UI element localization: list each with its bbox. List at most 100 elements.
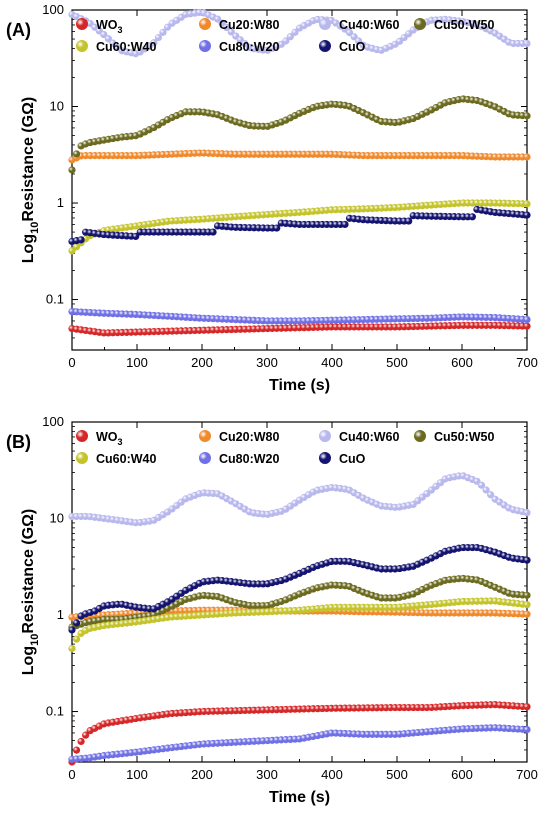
y-tick-label: 0.1	[46, 704, 64, 719]
y-tick-label: 10	[50, 99, 64, 114]
series-cu80-w20	[68, 307, 531, 325]
x-tick-label: 300	[256, 355, 278, 370]
data-point	[72, 635, 81, 643]
legend-label: Cu40:W60	[339, 18, 399, 32]
series-cu80-w20	[68, 724, 531, 763]
x-tick-label: 200	[191, 767, 213, 782]
series-wo3	[68, 321, 531, 337]
data-point	[523, 112, 531, 120]
legend-marker	[199, 452, 211, 464]
y-tick-label: 1	[57, 607, 64, 622]
x-tick-label: 700	[516, 767, 538, 782]
data-point	[523, 200, 531, 208]
data-point	[468, 213, 476, 221]
y-tick-label: 10	[50, 511, 64, 526]
y-tick-label: 0.1	[46, 292, 64, 307]
x-axis-title: Time (s)	[269, 789, 330, 806]
data-point	[77, 737, 85, 746]
legend-marker	[319, 40, 331, 52]
data-point	[523, 725, 531, 734]
data-point	[109, 39, 117, 47]
x-tick-label: 500	[386, 355, 408, 370]
data-point	[218, 19, 226, 27]
data-point	[523, 601, 531, 609]
chart-panel-a: 0 100 200 300 400 500 600 700 0.1 1 10 100 Time (s) L…	[6, 2, 538, 394]
x-tick-label: 200	[191, 355, 213, 370]
chart-a-svg: 0 100 200 300 400 500 600 700 0.1 1 10 100 Time (s) L…	[6, 2, 538, 394]
data-point	[227, 28, 235, 36]
data-point	[77, 236, 85, 244]
data-point	[482, 486, 490, 494]
data-point	[355, 37, 363, 45]
data-point	[523, 556, 531, 564]
data-point	[523, 322, 531, 330]
legend-label: Cu60:W40	[96, 40, 156, 54]
legend-label: Cu60:W40	[96, 452, 156, 466]
x-tick-label: 500	[386, 767, 408, 782]
data-point	[68, 166, 76, 174]
legend-label: Cu50:W50	[434, 18, 494, 32]
series-cu20-w80	[68, 149, 531, 164]
legend-label: CuO	[339, 40, 366, 54]
data-point	[154, 33, 163, 42]
data-point	[345, 29, 354, 37]
legend-marker	[199, 40, 211, 52]
data-point	[291, 28, 299, 36]
legend-marker	[414, 18, 426, 30]
x-tick-label: 600	[451, 355, 473, 370]
series-cu40-w60	[68, 472, 531, 527]
legend-marker	[76, 18, 88, 30]
legend-label: Cu40:W60	[339, 430, 399, 444]
x-tick-label: 0	[68, 355, 75, 370]
data-point	[523, 610, 531, 618]
data-point	[523, 509, 531, 517]
data-point	[405, 217, 413, 225]
legend-label: WO3	[96, 430, 123, 447]
legend-label: Cu80:W20	[219, 40, 279, 54]
series-cu50-w50	[68, 574, 531, 631]
series-wo3	[68, 701, 531, 766]
x-tick-label: 300	[256, 767, 278, 782]
data-point	[150, 39, 158, 47]
legend-marker	[199, 430, 211, 442]
data-point	[523, 153, 531, 161]
data-point	[68, 644, 76, 653]
data-point	[350, 33, 358, 41]
y-tick-label: 1	[57, 195, 64, 210]
data-point	[100, 30, 108, 39]
data-point	[68, 626, 76, 634]
legend-marker	[76, 430, 88, 442]
x-axis-title: Time (s)	[269, 377, 330, 394]
chart-b-svg: 0 100 200 300 400 500 600 700 0.1 1 10 100 Time (s) L…	[6, 414, 538, 806]
y-tick-label: 100	[42, 2, 64, 17]
series-cu50-w50	[68, 95, 531, 174]
data-point	[341, 220, 349, 229]
data-point	[523, 591, 531, 599]
legend-label: Cu50:W50	[434, 430, 494, 444]
plot-frame	[71, 9, 528, 351]
panel-label: (A)	[6, 20, 31, 40]
series-cu60-w40	[68, 199, 531, 255]
data-point	[72, 619, 81, 627]
data-point	[159, 28, 167, 36]
y-axis-title: Log10Resistance (GΩ)	[20, 97, 41, 263]
data-point	[273, 224, 281, 232]
legend-label: Cu20:W80	[219, 18, 279, 32]
legend-label: WO3	[96, 18, 123, 35]
data-point	[523, 703, 531, 711]
legend-marker	[414, 430, 426, 442]
legend-marker	[319, 430, 331, 442]
x-tick-label: 100	[126, 767, 148, 782]
legend-marker	[319, 18, 331, 30]
x-tick-label: 100	[126, 355, 148, 370]
series-cuo	[68, 205, 531, 246]
legend-label: CuO	[339, 452, 366, 466]
data-point	[72, 150, 81, 158]
legend-marker	[199, 18, 211, 30]
y-axis-title: Log10Resistance (GΩ)	[20, 509, 41, 675]
legend-marker	[76, 40, 88, 52]
data-point	[523, 315, 531, 324]
data-point	[104, 35, 112, 43]
x-tick-label: 400	[321, 355, 343, 370]
data-point	[282, 37, 290, 45]
